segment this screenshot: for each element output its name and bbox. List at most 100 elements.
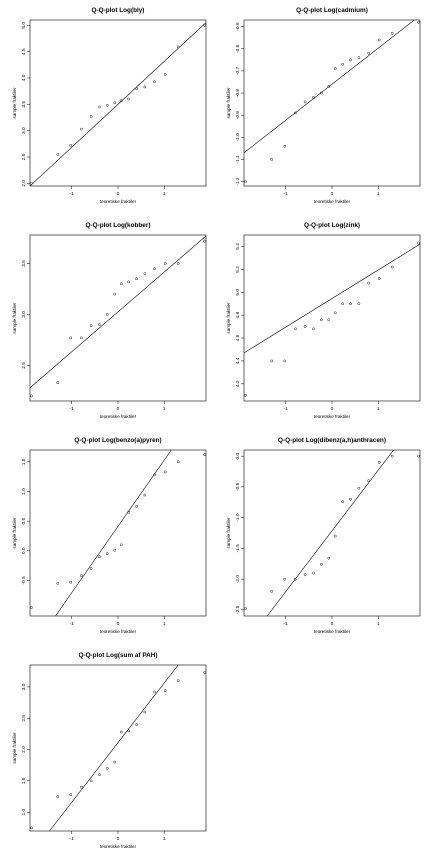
data-point xyxy=(417,20,420,24)
qq-panel-3: Q-Q-plot Log(kobber) -1 0 1 2.5 3.0 3.5 teoreti… xyxy=(0,215,214,430)
x-tick-label: 0 xyxy=(117,191,120,197)
x-tick-label: -1 xyxy=(284,621,289,627)
y-tick-label: -1.5 xyxy=(235,544,241,553)
qq-reference-line xyxy=(49,665,179,831)
y-tick-label: 3.0 xyxy=(21,127,27,134)
x-tick-label: 0 xyxy=(117,406,120,412)
y-tick-label: 1.0 xyxy=(21,488,27,495)
y-tick-label: -0.6 xyxy=(235,44,241,53)
y-tick-label: -1.2 xyxy=(235,177,241,186)
qq-reference-line xyxy=(266,450,394,616)
y-tick-label: 1.5 xyxy=(21,458,27,465)
data-point xyxy=(270,359,274,363)
data-point xyxy=(56,582,60,585)
data-point xyxy=(113,548,117,552)
qq-plot-svg: Q-Q-plot Log(dibenz(a,h)anthracen) -1 0 1 -2… xyxy=(226,437,421,634)
y-tick-label: -1.0 xyxy=(235,513,241,522)
data-point xyxy=(30,394,33,398)
data-point xyxy=(119,543,123,547)
data-point xyxy=(89,779,93,783)
y-tick-label: 4.8 xyxy=(235,311,241,318)
data-point xyxy=(377,38,381,42)
data-point xyxy=(56,795,60,798)
x-tick-label: 0 xyxy=(117,836,120,842)
data-point xyxy=(203,239,206,243)
data-point xyxy=(127,280,130,284)
chart-title: Q-Q-plot Log(cadmium) xyxy=(296,7,368,14)
data-point xyxy=(283,144,287,148)
x-tick-label: 1 xyxy=(163,406,166,412)
y-tick-label: 1.0 xyxy=(21,809,27,816)
y-tick-label: -0.5 xyxy=(235,482,241,491)
data-point xyxy=(341,302,344,306)
x-tick-label: 0 xyxy=(117,621,120,627)
data-point xyxy=(98,555,101,559)
y-tick-label: 5.2 xyxy=(235,266,241,273)
data-point xyxy=(320,563,323,566)
data-point xyxy=(203,453,206,457)
chart-title: Q-Q-plot Log(kobber) xyxy=(86,222,151,229)
y-tick-label: 2.5 xyxy=(21,715,27,722)
data-point xyxy=(163,72,167,76)
data-point xyxy=(417,454,420,458)
data-point xyxy=(390,265,394,269)
data-point xyxy=(127,97,130,101)
y-tick-label: 2.5 xyxy=(21,153,27,160)
data-point xyxy=(341,62,344,66)
qq-reference-line xyxy=(244,20,415,154)
data-point xyxy=(56,153,60,156)
data-point xyxy=(357,486,361,490)
data-point xyxy=(417,241,420,245)
y-tick-label: 5.4 xyxy=(235,243,241,250)
data-point xyxy=(303,573,307,577)
data-point xyxy=(244,393,247,397)
data-point xyxy=(163,689,167,693)
qq-reference-line xyxy=(55,450,172,616)
x-tick-label: -1 xyxy=(284,191,289,197)
data-point xyxy=(203,671,206,674)
data-point xyxy=(357,302,361,306)
data-point xyxy=(377,460,381,464)
data-point xyxy=(163,470,167,474)
data-point xyxy=(30,826,33,830)
x-axis-label: teoretiske fraktiler xyxy=(100,199,137,204)
data-point xyxy=(135,723,138,726)
data-point xyxy=(367,479,370,483)
y-tick-label: 0.0 xyxy=(235,452,241,459)
data-point xyxy=(98,323,101,326)
x-axis-label: teoretiske fraktiler xyxy=(314,629,351,634)
data-point xyxy=(176,460,180,464)
plot-frame xyxy=(29,664,207,832)
data-point xyxy=(367,51,370,55)
data-point xyxy=(327,556,331,560)
data-point xyxy=(98,105,101,109)
data-point xyxy=(390,454,394,458)
data-point xyxy=(106,767,109,770)
data-point xyxy=(320,91,323,95)
data-point xyxy=(312,327,315,331)
plot-frame xyxy=(243,449,421,617)
y-axis-label: sample fraktiler xyxy=(226,302,231,334)
data-point xyxy=(163,262,167,265)
data-point xyxy=(176,45,180,49)
qq-plot-svg: Q-Q-plot Log(bly) -1 0 1 2.0 2.5 3.0 3.5 4.0 4.5 5… xyxy=(12,7,207,204)
data-point xyxy=(244,607,247,610)
data-point xyxy=(176,679,180,682)
y-tick-label: -1.1 xyxy=(235,155,241,164)
x-tick-label: -1 xyxy=(70,191,75,197)
data-point xyxy=(294,111,297,115)
x-axis-label: teoretiske fraktiler xyxy=(100,844,137,849)
chart-title: Q-Q-plot Log(zink) xyxy=(304,222,360,229)
y-tick-label: 3.5 xyxy=(21,101,27,108)
y-tick-label: -2.0 xyxy=(235,575,241,584)
data-point xyxy=(80,574,83,578)
x-tick-label: -1 xyxy=(70,836,75,842)
data-point xyxy=(119,99,123,102)
data-point xyxy=(283,359,287,363)
y-tick-label: -2.5 xyxy=(235,605,241,614)
y-axis-label: sample fraktiler xyxy=(226,517,231,549)
data-point xyxy=(367,281,370,285)
x-tick-label: 1 xyxy=(163,836,166,842)
data-point xyxy=(89,324,93,327)
y-tick-label: -0.5 xyxy=(235,22,241,31)
